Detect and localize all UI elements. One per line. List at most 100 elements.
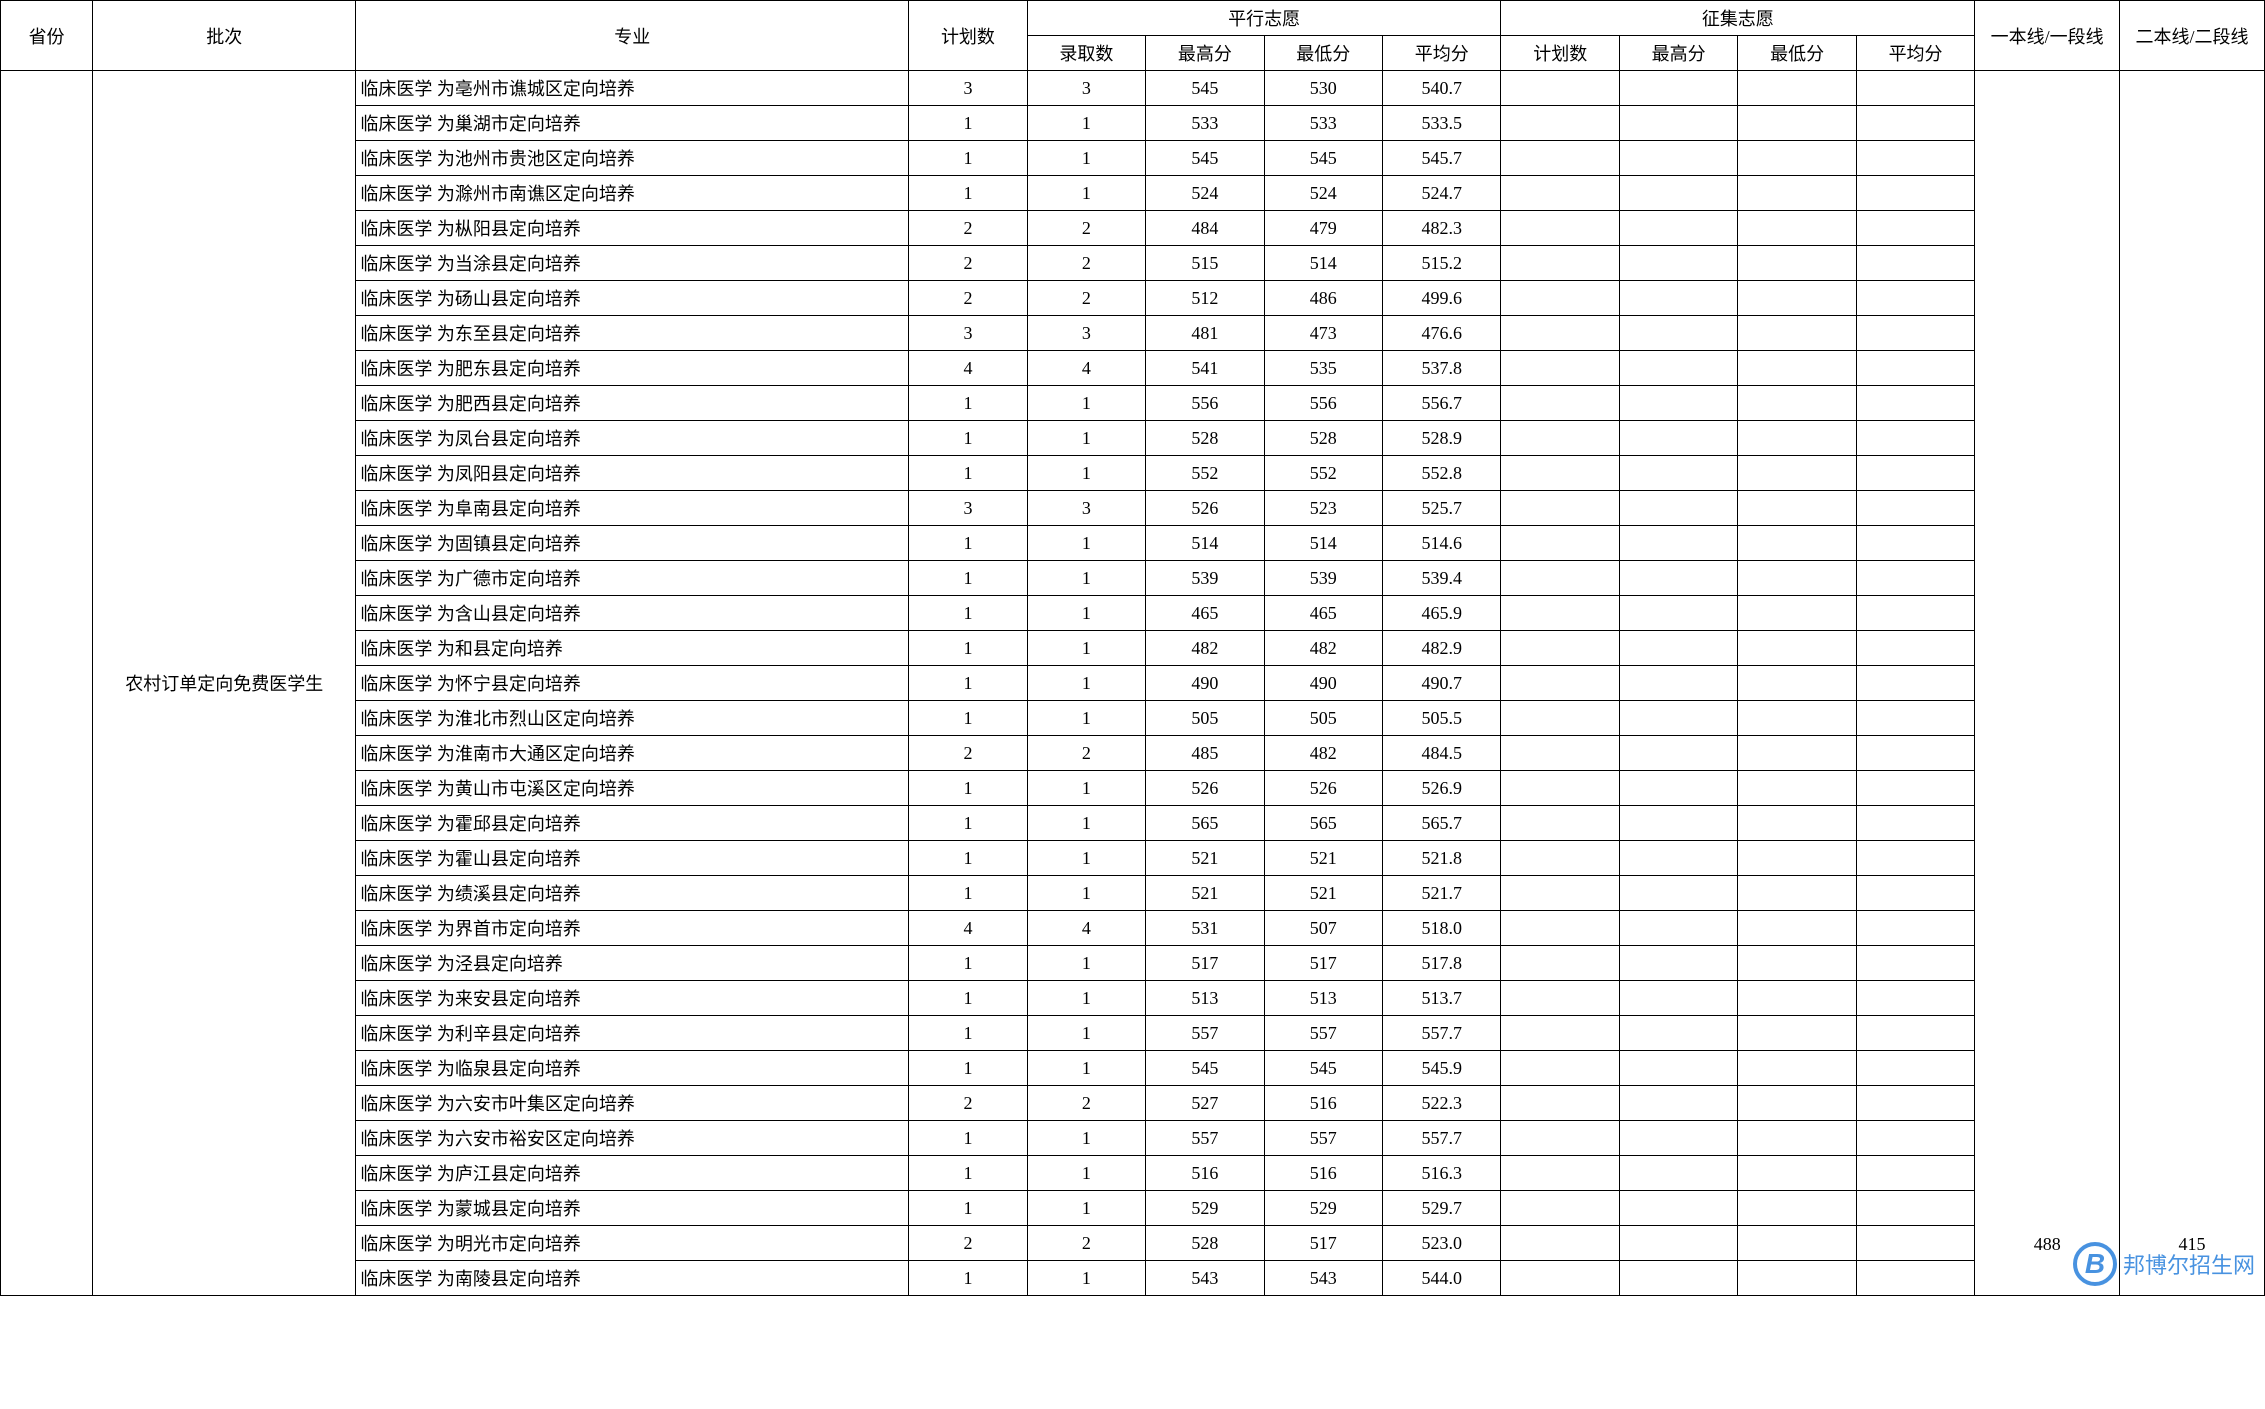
max-cell: 533 [1146,106,1264,141]
plan-cell: 1 [909,526,1027,561]
plan-cell: 1 [909,876,1027,911]
avg-cell: 540.7 [1383,71,1501,106]
collect-min-cell [1738,491,1856,526]
major-prefix: 临床医学 [360,114,432,134]
collect-plan-cell [1501,1121,1619,1156]
collect-max-cell [1619,1191,1737,1226]
max-cell: 505 [1146,701,1264,736]
major-sub: 为霍邱县定向培养 [432,814,581,834]
collect-max-cell [1619,491,1737,526]
admit-cell: 1 [1027,1156,1145,1191]
min-cell: 513 [1264,981,1382,1016]
major-prefix: 临床医学 [360,989,432,1009]
major-sub: 为庐江县定向培养 [432,1164,581,1184]
major-prefix: 临床医学 [360,289,432,309]
collect-min-cell [1738,666,1856,701]
major-prefix: 临床医学 [360,1199,432,1219]
collect-min-cell [1738,806,1856,841]
min-cell: 516 [1264,1086,1382,1121]
watermark-text: 邦博尔招生网 [2123,1248,2255,1280]
collect-max-cell [1619,176,1737,211]
collect-max-cell [1619,1121,1737,1156]
major-prefix: 临床医学 [360,429,432,449]
min-cell: 530 [1264,71,1382,106]
collect-min-cell [1738,456,1856,491]
collect-min-cell [1738,421,1856,456]
major-sub: 为南陵县定向培养 [432,1269,581,1289]
major-sub: 为霍山县定向培养 [432,849,581,869]
major-sub: 为凤阳县定向培养 [432,464,581,484]
collect-max-cell [1619,1051,1737,1086]
major-cell: 临床医学 为利辛县定向培养 [356,1016,909,1051]
plan-cell: 1 [909,386,1027,421]
collect-max-cell [1619,806,1737,841]
admit-cell: 4 [1027,351,1145,386]
major-sub: 为亳州市谯城区定向培养 [432,79,635,99]
collect-avg-cell [1856,701,1974,736]
header-line2: 二本线/二段线 [2120,1,2265,71]
collect-avg-cell [1856,666,1974,701]
admit-cell: 2 [1027,281,1145,316]
major-cell: 临床医学 为界首市定向培养 [356,911,909,946]
admit-cell: 1 [1027,1016,1145,1051]
collect-plan-cell [1501,596,1619,631]
avg-cell: 476.6 [1383,316,1501,351]
collect-max-cell [1619,316,1737,351]
major-prefix: 临床医学 [360,744,432,764]
header-avg: 平均分 [1383,36,1501,71]
min-cell: 517 [1264,1226,1382,1261]
collect-max-cell [1619,1226,1737,1261]
min-cell: 514 [1264,246,1382,281]
collect-max-cell [1619,421,1737,456]
collect-avg-cell [1856,911,1974,946]
collect-avg-cell [1856,526,1974,561]
min-cell: 507 [1264,911,1382,946]
major-cell: 临床医学 为亳州市谯城区定向培养 [356,71,909,106]
major-sub: 为蒙城县定向培养 [432,1199,581,1219]
admit-cell: 2 [1027,736,1145,771]
min-cell: 514 [1264,526,1382,561]
collect-plan-cell [1501,176,1619,211]
min-cell: 465 [1264,596,1382,631]
avg-cell: 484.5 [1383,736,1501,771]
major-cell: 临床医学 为淮南市大通区定向培养 [356,736,909,771]
major-cell: 临床医学 为当涂县定向培养 [356,246,909,281]
avg-cell: 465.9 [1383,596,1501,631]
major-sub: 为广德市定向培养 [432,569,581,589]
admit-cell: 1 [1027,526,1145,561]
collect-plan-cell [1501,106,1619,141]
max-cell: 514 [1146,526,1264,561]
plan-cell: 1 [909,1121,1027,1156]
major-prefix: 临床医学 [360,814,432,834]
avg-cell: 505.5 [1383,701,1501,736]
major-sub: 为和县定向培养 [432,639,563,659]
admit-cell: 1 [1027,596,1145,631]
collect-min-cell [1738,351,1856,386]
avg-cell: 557.7 [1383,1121,1501,1156]
header-parallel: 平行志愿 [1027,1,1501,36]
major-cell: 临床医学 为肥西县定向培养 [356,386,909,421]
avg-cell: 515.2 [1383,246,1501,281]
major-prefix: 临床医学 [360,1094,432,1114]
major-sub: 为淮南市大通区定向培养 [432,744,635,764]
avg-cell: 537.8 [1383,351,1501,386]
major-cell: 临床医学 为霍山县定向培养 [356,841,909,876]
major-cell: 临床医学 为巢湖市定向培养 [356,106,909,141]
plan-cell: 1 [909,631,1027,666]
collect-plan-cell [1501,421,1619,456]
max-cell: 524 [1146,176,1264,211]
avg-cell: 513.7 [1383,981,1501,1016]
collect-plan-cell [1501,141,1619,176]
admit-cell: 1 [1027,946,1145,981]
header-collect: 征集志愿 [1501,1,1975,36]
major-cell: 临床医学 为东至县定向培养 [356,316,909,351]
min-cell: 473 [1264,316,1382,351]
major-prefix: 临床医学 [360,534,432,554]
avg-cell: 533.5 [1383,106,1501,141]
collect-max-cell [1619,526,1737,561]
collect-max-cell [1619,1261,1737,1296]
min-cell: 521 [1264,876,1382,911]
avg-cell: 522.3 [1383,1086,1501,1121]
major-sub: 为巢湖市定向培养 [432,114,581,134]
major-prefix: 临床医学 [360,254,432,274]
